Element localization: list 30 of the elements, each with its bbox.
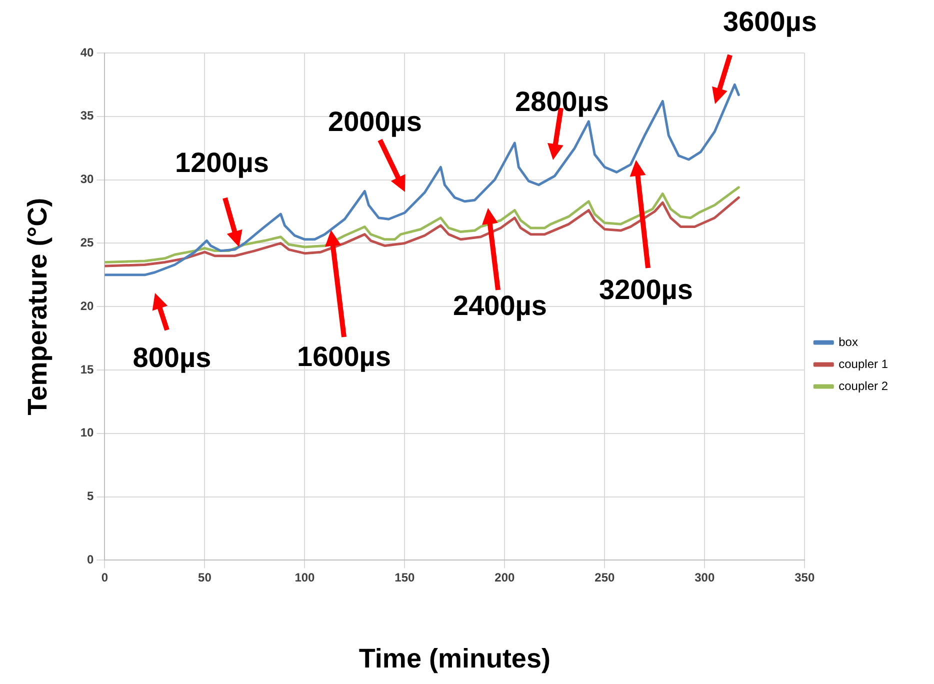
annotation: 2400µs [453, 290, 547, 322]
y-tick-label: 25 [80, 236, 94, 250]
annotation: 1200µs [175, 147, 269, 179]
y-tick-label: 10 [80, 426, 94, 440]
y-tick-label: 20 [80, 298, 94, 313]
x-tick-label: 350 [794, 570, 815, 585]
x-tick-label: 100 [294, 570, 316, 585]
y-tick-label: 0 [87, 552, 94, 567]
legend-label: coupler 1 [838, 356, 888, 371]
x-tick-label: 50 [198, 570, 212, 585]
y-tick-label: 5 [87, 489, 94, 504]
y-tick-label: 40 [80, 45, 94, 60]
annotation: 3200µs [599, 274, 693, 306]
annotation: 800µs [132, 342, 212, 374]
annotation: 2800µs [515, 86, 609, 118]
x-axis-title: Time (minutes) [358, 643, 550, 674]
y-axis-title: Temperature (°C) [22, 198, 53, 416]
x-tick-label: 200 [494, 570, 516, 585]
x-tick-label: 300 [694, 570, 715, 585]
annotation: 1600µs [297, 341, 391, 373]
legend-label: box [838, 334, 858, 349]
x-tick-label: 250 [594, 570, 615, 585]
y-tick-label: 15 [80, 362, 94, 376]
legend-label: coupler 2 [838, 378, 888, 393]
text: 3600µs [723, 6, 817, 38]
x-tick-label: 150 [394, 570, 416, 585]
x-tick-label: 0 [101, 570, 108, 585]
annotation: 2000µs [328, 106, 422, 138]
y-tick-label: 35 [80, 108, 94, 123]
y-tick-label: 30 [80, 172, 94, 186]
